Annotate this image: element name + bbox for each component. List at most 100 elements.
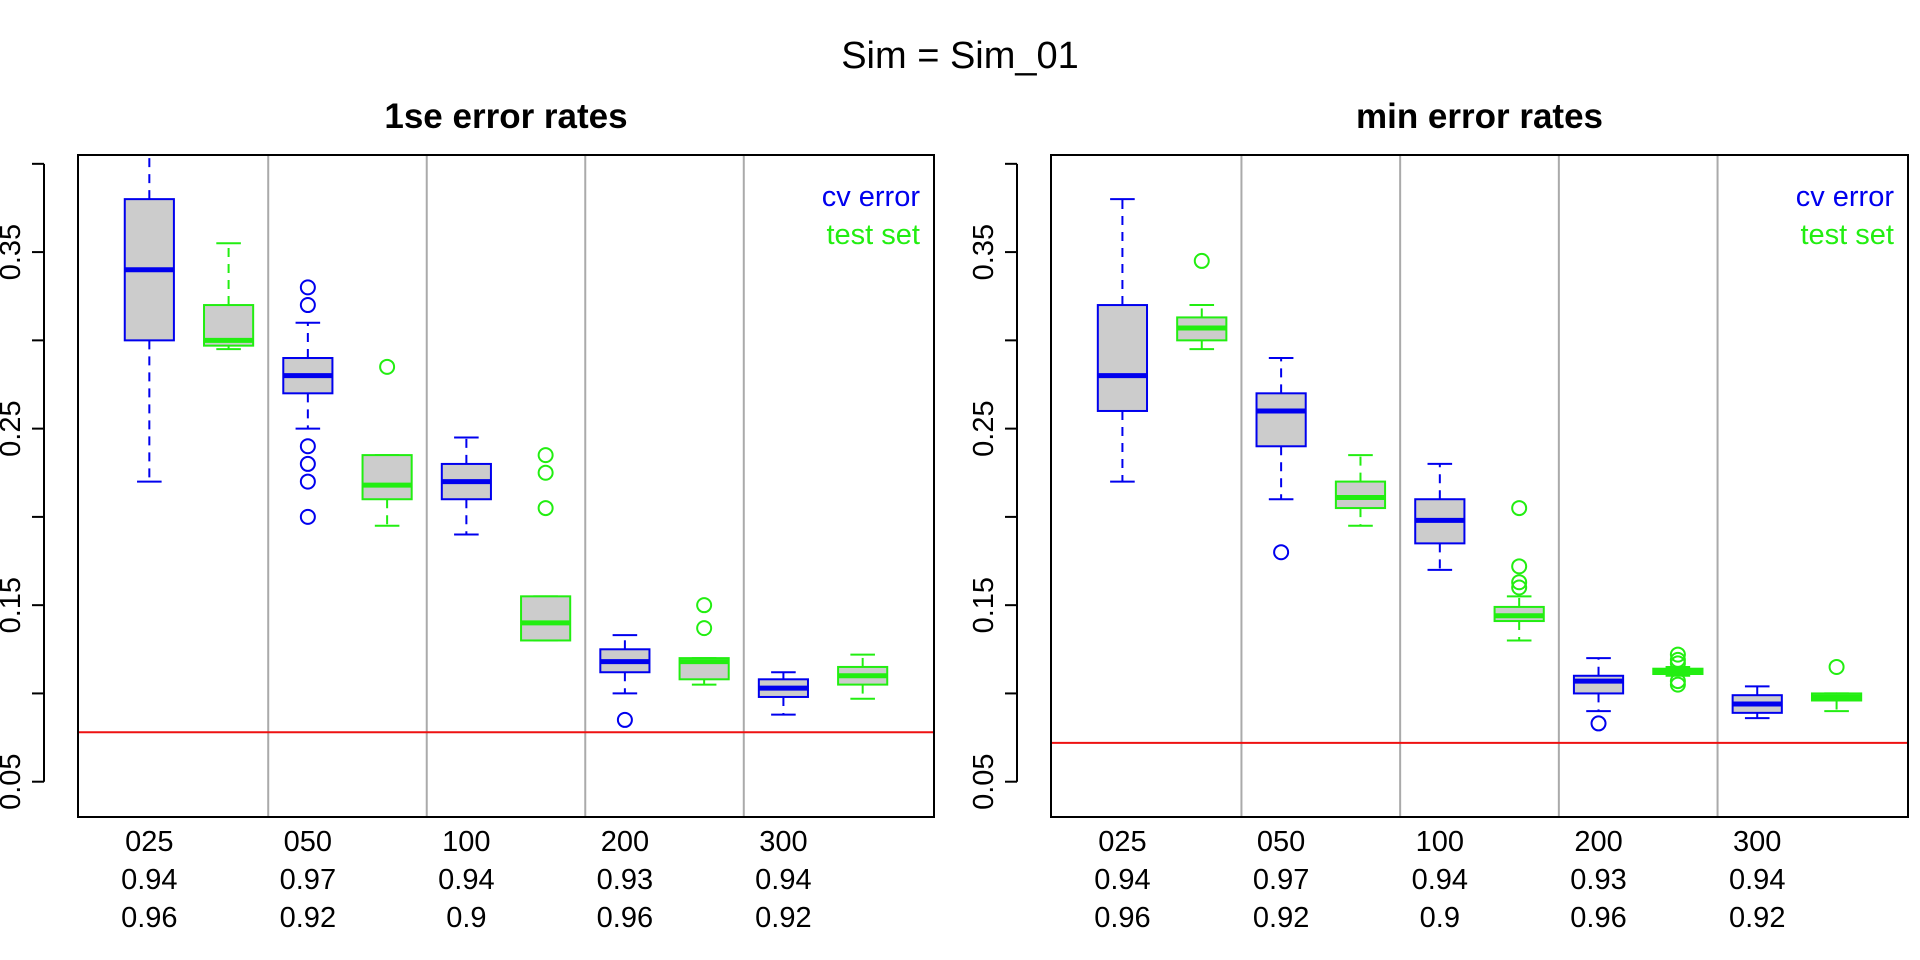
y-tick-label: 0.15 — [0, 577, 27, 633]
outlier-point — [1511, 579, 1528, 596]
box-test-set-050 — [1334, 454, 1387, 527]
box-test-set-025 — [1176, 252, 1228, 351]
x-tick-label-row3: 0.92 — [755, 902, 811, 934]
x-tick-label: 100 — [442, 826, 490, 858]
x-tick-label-row3: 0.96 — [597, 902, 653, 934]
box-iqr — [1096, 304, 1149, 412]
x-tick-label: 050 — [284, 826, 332, 858]
box-test-set-025 — [203, 242, 255, 351]
outlier-point — [299, 455, 316, 472]
outlier-point — [1828, 658, 1845, 675]
box-test-set-100 — [520, 447, 572, 642]
box-test-set-200 — [1652, 646, 1704, 693]
x-tick-label-row2: 0.94 — [1729, 864, 1785, 896]
x-tick-label-row3: 0.92 — [1729, 902, 1785, 934]
plot-frame — [77, 154, 935, 818]
y-tick-label: 0.05 — [0, 753, 27, 809]
y-tick-label: 0.35 — [968, 224, 1000, 280]
outlier-point — [299, 438, 316, 455]
panel-title: min error rates — [1356, 97, 1603, 136]
panel-title: 1se error rates — [384, 97, 627, 136]
box-test-set-100 — [1493, 500, 1545, 642]
outlier-point — [1511, 500, 1528, 517]
y-tick-label: 0.35 — [0, 224, 27, 280]
box-test-set-200 — [678, 597, 730, 686]
panel-2: min error rates 0.05 0.15 0.25 0.35 025 0.94 0.… — [968, 97, 1909, 934]
x-tick-label: 050 — [1257, 826, 1305, 858]
x-tick-label-row3: 0.9 — [1420, 902, 1460, 934]
x-tick-label: 025 — [1098, 826, 1146, 858]
y-tick-label: 0.15 — [968, 577, 1000, 633]
outlier-point — [696, 620, 713, 637]
box-iqr — [1572, 674, 1625, 695]
outlier-point — [1273, 544, 1290, 561]
y-tick-label: 0.25 — [968, 400, 1000, 456]
outlier-point — [1669, 676, 1686, 693]
box-cv-error-025 — [123, 155, 175, 483]
x-tick-label-row2: 0.94 — [1412, 864, 1468, 896]
page-title: Sim = Sim_01 — [841, 35, 1079, 77]
box-cv-error-200 — [599, 634, 651, 728]
y-tick-label: 0.05 — [968, 753, 1000, 809]
x-tick-label-row3: 0.96 — [1570, 902, 1626, 934]
x-tick-label: 300 — [1733, 826, 1781, 858]
legend-entry: cv error — [822, 181, 921, 213]
outlier-point — [1669, 655, 1686, 672]
box-test-set-050 — [361, 358, 413, 527]
box-cv-error-200 — [1572, 657, 1625, 732]
boxes-layer — [1096, 198, 1863, 732]
x-tick-label-row2: 0.94 — [438, 864, 494, 896]
x-tick-label-row2: 0.94 — [121, 864, 177, 896]
box-cv-error-300 — [757, 671, 809, 716]
outlier-point — [616, 711, 633, 728]
x-tick-label-row2: 0.97 — [1253, 864, 1309, 896]
x-tick-label-row3: 0.92 — [1253, 902, 1309, 934]
x-tick-label-row2: 0.93 — [597, 864, 653, 896]
x-tick-label-row3: 0.92 — [280, 902, 336, 934]
outlier-point — [1193, 252, 1210, 269]
outlier-point — [299, 297, 316, 314]
x-tick-label-row2: 0.94 — [1094, 864, 1150, 896]
x-tick-label: 300 — [759, 826, 807, 858]
box-cv-error-025 — [1096, 198, 1149, 483]
outlier-point — [696, 597, 713, 614]
box-cv-error-050 — [1255, 357, 1307, 561]
legend-entry: cv error — [1796, 181, 1895, 213]
legend-entry: test set — [827, 219, 921, 251]
box-cv-error-300 — [1731, 685, 1783, 720]
outlier-point — [379, 358, 396, 375]
box-iqr — [1334, 480, 1387, 510]
outlier-point — [537, 464, 554, 481]
outlier-point — [1669, 646, 1686, 663]
box-iqr — [1255, 392, 1307, 448]
x-tick-label-row2: 0.93 — [1570, 864, 1626, 896]
outlier-point — [299, 508, 316, 525]
y-tick-label: 0.25 — [0, 400, 27, 456]
box-cv-error-050 — [282, 279, 334, 525]
x-tick-label-row2: 0.94 — [755, 864, 811, 896]
boxes-layer — [123, 155, 889, 728]
panel-1: 1se error rates 0.05 0.15 0.25 0.35 025 0.94 0.… — [0, 97, 935, 934]
outlier-point — [1511, 574, 1528, 591]
outlier-point — [1511, 558, 1528, 575]
x-tick-label: 025 — [125, 826, 173, 858]
box-iqr — [361, 454, 413, 501]
box-iqr — [520, 595, 572, 642]
box-cv-error-100 — [1414, 462, 1466, 571]
x-tick-label: 200 — [1574, 826, 1622, 858]
x-tick-label-row3: 0.96 — [121, 902, 177, 934]
box-cv-error-100 — [440, 436, 492, 536]
outlier-point — [537, 500, 554, 517]
box-test-set-300 — [837, 653, 889, 700]
outlier-point — [1590, 715, 1607, 732]
outlier-point — [299, 279, 316, 296]
outlier-point — [299, 473, 316, 490]
outlier-point — [537, 447, 554, 464]
legend-entry: test set — [1801, 219, 1895, 251]
x-tick-label-row3: 0.9 — [446, 902, 486, 934]
x-tick-label-row3: 0.96 — [1094, 902, 1150, 934]
x-tick-label: 100 — [1416, 826, 1464, 858]
x-tick-label: 200 — [601, 826, 649, 858]
plot-frame — [1050, 154, 1909, 818]
